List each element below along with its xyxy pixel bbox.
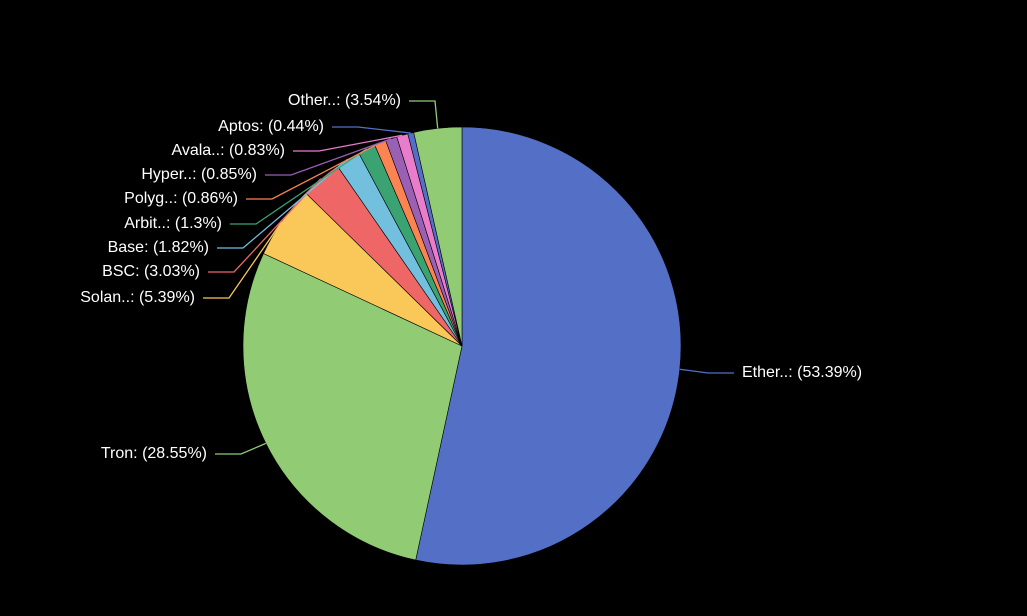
value-label: (1.3%) (175, 215, 222, 232)
slice-label: Other..: (3.54%) (288, 92, 401, 109)
leader-line (409, 100, 439, 129)
slice-label: Arbit..: (1.3%) (124, 215, 222, 232)
leader-line (679, 368, 734, 374)
leader-line (230, 148, 368, 225)
value-label: (0.86%) (182, 190, 238, 207)
leader-line (208, 178, 322, 273)
category-label: Base: (108, 239, 149, 256)
value-label: (1.82%) (153, 239, 209, 256)
slice-label: BSC: (3.03%) (102, 263, 200, 280)
leader-line (217, 158, 349, 249)
category-label: Arbit..: (124, 215, 170, 232)
leader-line (332, 126, 411, 134)
slice-label: Avala..: (0.83%) (171, 142, 285, 159)
leader-line (246, 142, 381, 200)
value-label: (0.44%) (268, 118, 324, 135)
category-label: Other..: (288, 92, 340, 109)
category-label: Polyg..: (124, 190, 177, 207)
category-label: Ether..: (742, 364, 793, 381)
category-label: Solan..: (80, 289, 134, 306)
slice-label: Aptos: (0.44%) (218, 118, 324, 135)
category-label: Aptos: (218, 118, 263, 135)
slice-label: Hyper..: (0.85%) (141, 166, 257, 183)
category-label: Hyper..: (141, 166, 196, 183)
pie-slice (242, 253, 463, 561)
leader-line (215, 442, 267, 455)
category-label: Tron: (101, 445, 138, 462)
slice-label: Base: (1.82%) (108, 239, 209, 256)
leader-line (293, 134, 403, 152)
category-label: BSC: (102, 263, 139, 280)
category-label: Avala..: (171, 142, 224, 159)
slice-label: Polyg..: (0.86%) (124, 190, 238, 207)
leader-line (265, 138, 392, 176)
slice-label: Ether..: (53.39%) (742, 364, 862, 381)
value-label: (3.54%) (345, 92, 401, 109)
pie-slice (413, 126, 463, 347)
value-label: (0.85%) (201, 166, 257, 183)
value-label: (5.39%) (139, 289, 195, 306)
value-label: (28.55%) (142, 445, 207, 462)
value-label: (53.39%) (797, 364, 862, 381)
slice-label: Tron: (28.55%) (101, 445, 207, 462)
value-label: (3.03%) (144, 263, 200, 280)
value-label: (0.83%) (229, 142, 285, 159)
slice-label: Solan..: (5.39%) (80, 289, 195, 306)
leader-line (203, 221, 283, 299)
pie-slice (415, 126, 682, 566)
